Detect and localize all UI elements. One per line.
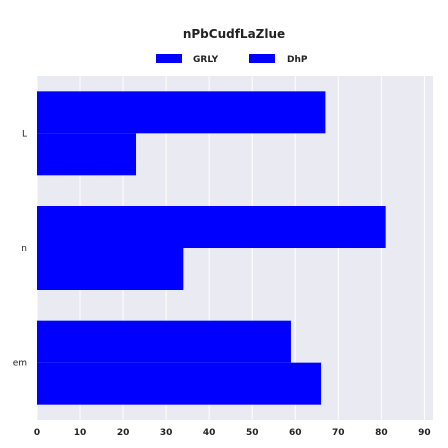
bar-dhp-n (37, 248, 184, 290)
y-category-label: n (21, 244, 27, 254)
y-category-label: em (13, 359, 27, 369)
x-tick-label: 40 (203, 428, 216, 438)
x-tick-label: 30 (160, 428, 173, 438)
bar-grly-l (37, 91, 326, 134)
x-tick-label: 0 (34, 428, 40, 438)
x-tick-label: 50 (246, 428, 259, 438)
legend-label-grly: GRLY (193, 55, 219, 65)
chart-title: nPbCudfLaZlue (183, 27, 285, 41)
x-tick-label: 10 (74, 428, 87, 438)
legend-label-dhp: DhP (287, 55, 308, 65)
legend-swatch-grly (156, 54, 182, 63)
legend-swatch-dhp (249, 54, 275, 63)
bar-dhp-em (37, 362, 322, 405)
x-axis-ticks: 0 10 20 30 40 50 60 70 80 90 (34, 428, 431, 438)
bar-grly-n (37, 206, 386, 248)
bars (37, 91, 386, 405)
x-tick-label: 70 (332, 428, 345, 438)
bar-grly-em (37, 320, 291, 363)
x-tick-label: 60 (289, 428, 302, 438)
y-category-label: L (22, 129, 27, 139)
x-tick-label: 20 (117, 428, 130, 438)
x-tick-label: 90 (418, 428, 431, 438)
x-tick-label: 80 (375, 428, 388, 438)
legend: GRLY DhP (156, 54, 308, 65)
y-axis-categories: Ln em (13, 129, 27, 368)
bar-dhp-l (37, 133, 136, 176)
